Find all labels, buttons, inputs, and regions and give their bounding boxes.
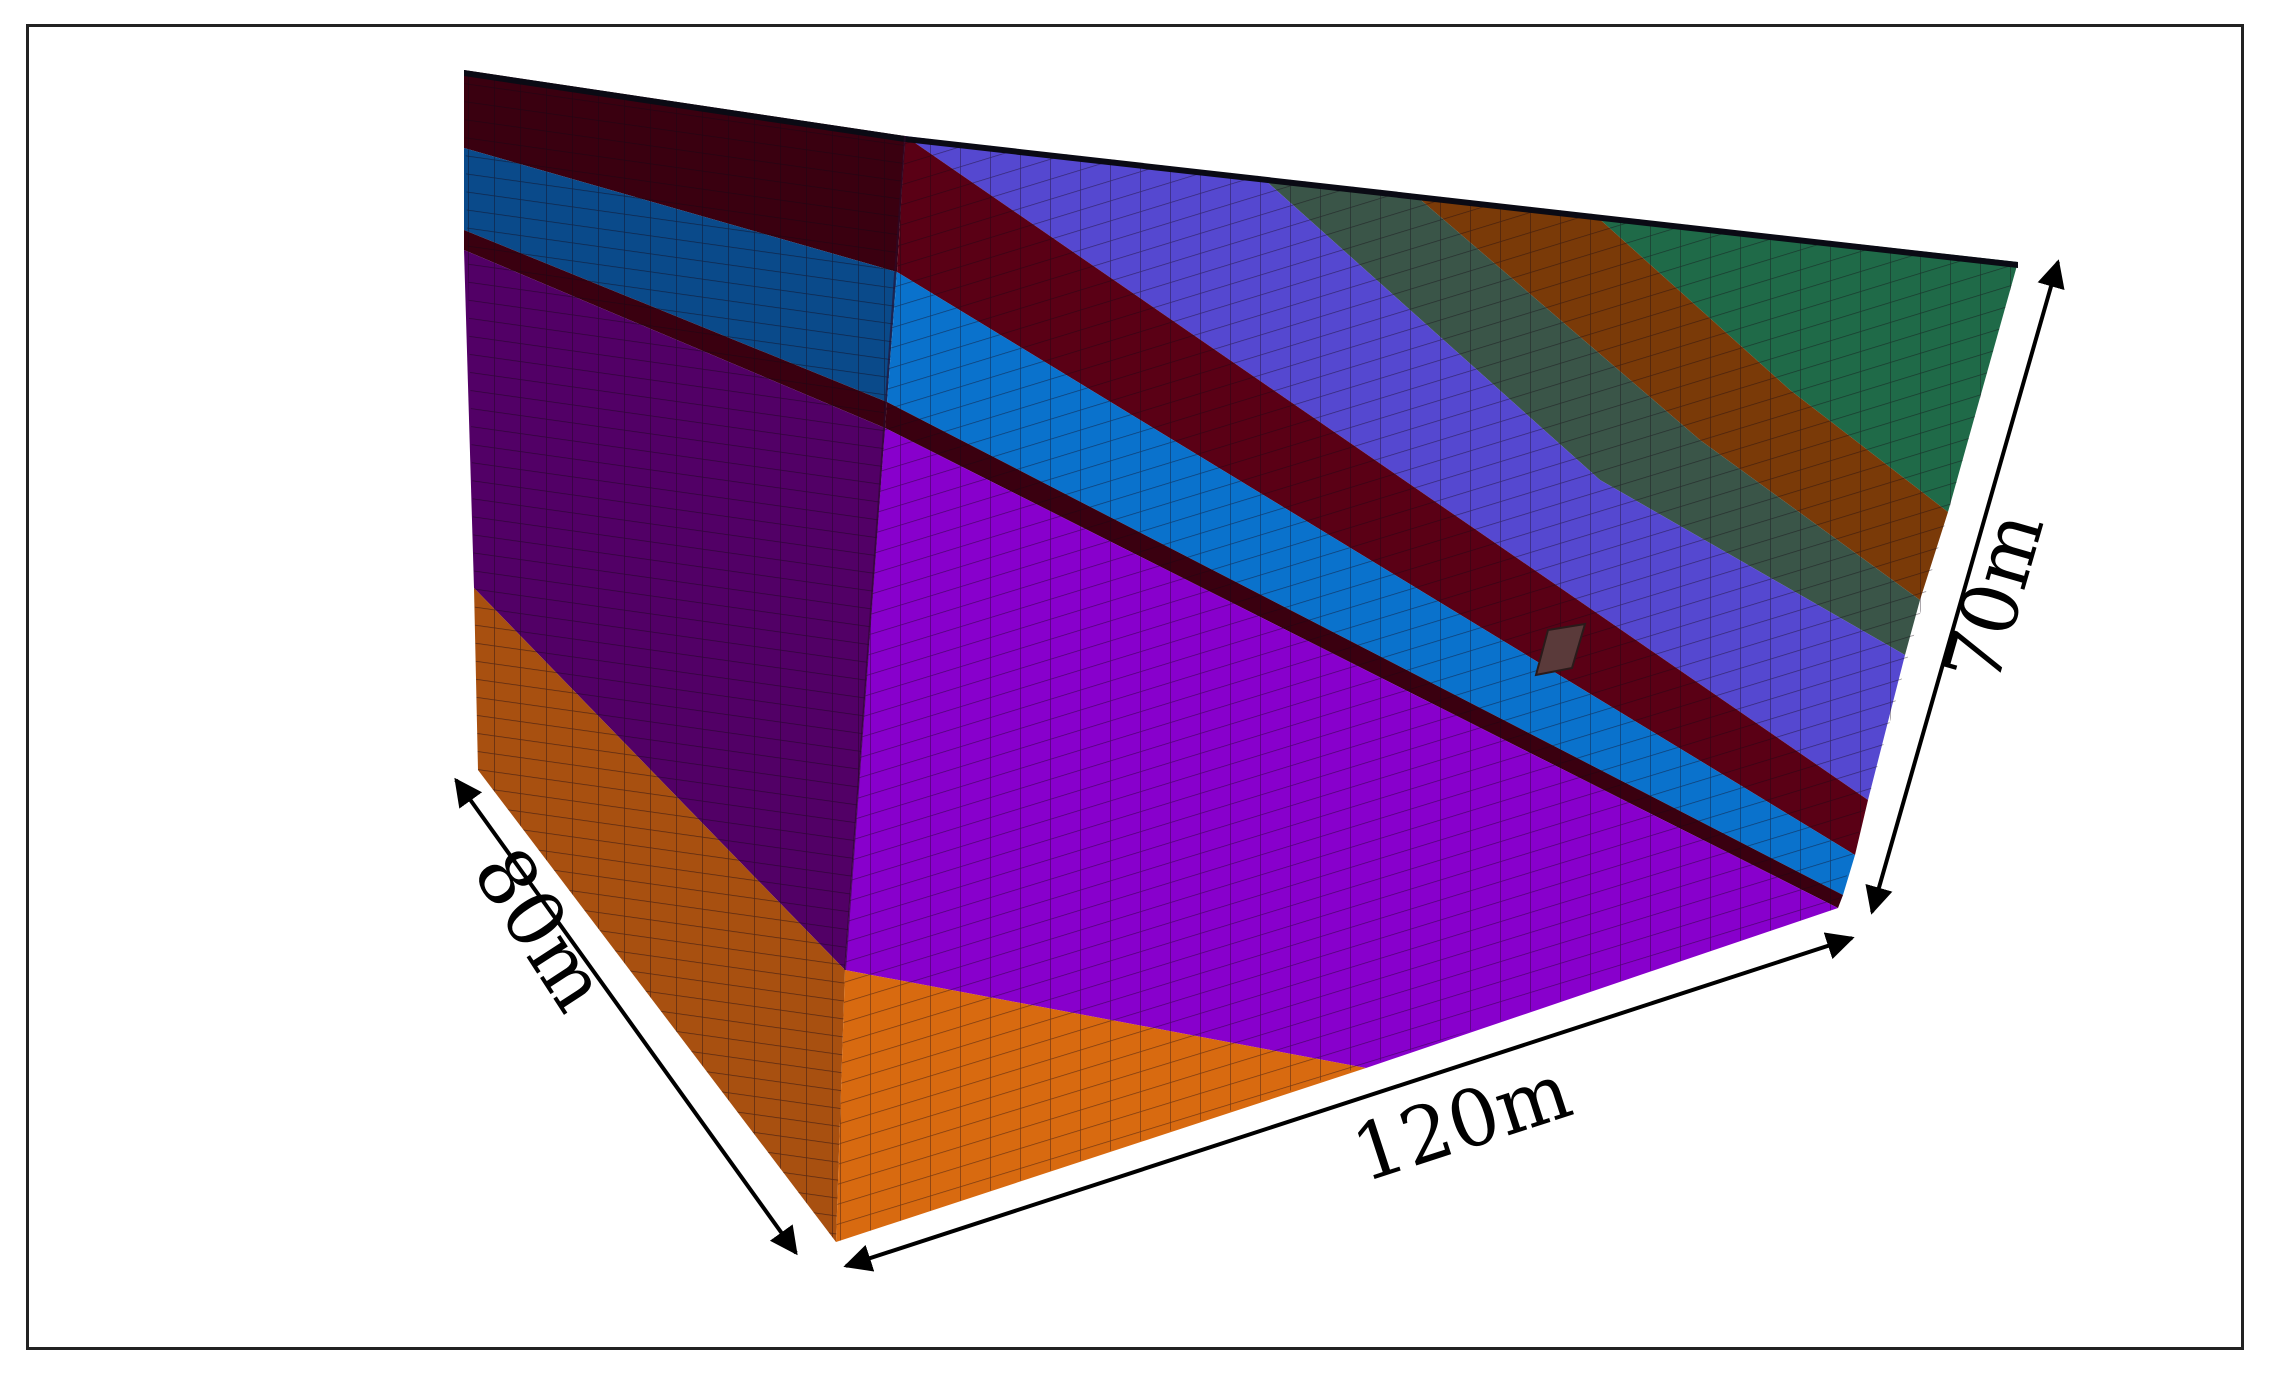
left-face <box>464 70 905 1242</box>
left-face-mesh <box>464 70 905 1242</box>
vertical-edge <box>844 135 906 971</box>
embedded-plate <box>1534 622 1587 677</box>
top-edge <box>464 70 2018 268</box>
height-arrow <box>1865 259 2065 915</box>
length-label: 120m <box>1342 1046 1582 1200</box>
length-arrow <box>843 932 1855 1272</box>
height-label: 70m <box>1928 502 2062 693</box>
width-arrow <box>454 777 798 1256</box>
